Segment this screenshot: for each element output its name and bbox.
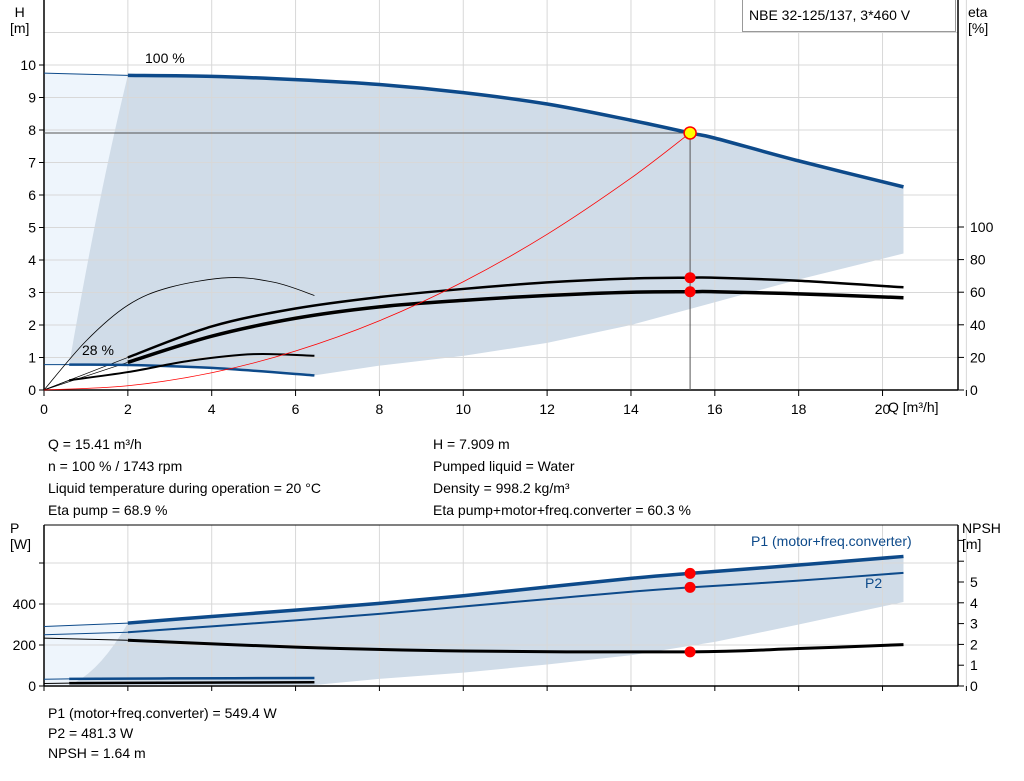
eta-axis-label: eta [%] [968, 4, 988, 36]
h-tick-label: 5 [28, 220, 36, 236]
npsh-tick-label: 2 [970, 636, 978, 652]
p1-100-extension [43, 622, 128, 628]
q-axis-label: Q [m³/h] [888, 399, 939, 415]
curve-label-100: 100 % [145, 50, 185, 66]
operating-area-power [69, 556, 904, 685]
curve-label-28: 28 % [82, 342, 114, 358]
operating-area [69, 75, 904, 376]
h-tick-label: 0 [28, 382, 36, 398]
info-p1: P1 (motor+freq.converter) = 549.4 W [48, 705, 277, 721]
q-tick-label: 0 [40, 401, 48, 417]
info-density: Density = 998.2 kg/m³ [433, 480, 570, 496]
p2-100-curve [127, 571, 904, 634]
h-axis-label: H [m] [10, 4, 29, 36]
legend-p2: P2 [865, 575, 883, 591]
h-tick-label: 3 [28, 285, 36, 301]
q-tick-label: 12 [539, 401, 555, 417]
npsh-tick-label: 0 [970, 678, 978, 694]
info-p2: P2 = 481.3 W [48, 725, 134, 741]
info-temperature: Liquid temperature during operation = 20… [48, 480, 321, 496]
operating-point-marker [683, 126, 697, 140]
q-tick-label: 18 [791, 401, 807, 417]
info-right: H = 7.909 m Pumped liquid = Water Densit… [433, 433, 691, 521]
head-100-curve [127, 73, 904, 189]
eta-tick-label: 60 [970, 284, 986, 300]
p1-100-curve [127, 554, 904, 625]
npsh-axis-label: NPSH [m] [962, 520, 1001, 552]
p1-marker [684, 567, 696, 579]
npsh-tick-label: 5 [970, 574, 978, 590]
eta-total-100-curve [127, 289, 904, 364]
eta-total-28-extension [43, 379, 70, 391]
q-tick-label: 16 [707, 401, 723, 417]
system-curve-curve [43, 132, 691, 391]
q-tick-label: 6 [292, 401, 300, 417]
h-tick-label: 1 [28, 350, 36, 366]
eta-tick-label: 20 [970, 349, 986, 365]
npsh-100-extension [43, 637, 128, 641]
eta-tick-label: 40 [970, 317, 986, 333]
p1-28-curve [69, 676, 315, 681]
eta-pump-marker [684, 272, 696, 284]
q-tick-label: 8 [376, 401, 384, 417]
p-axis-label: P [W] [10, 520, 31, 552]
info-speed: n = 100 % / 1743 rpm [48, 458, 183, 474]
eta-pump-100-curve [127, 276, 904, 359]
q-tick-label: 4 [208, 401, 216, 417]
light-region [44, 73, 128, 365]
info-flow: Q = 15.41 m³/h [48, 436, 142, 452]
h-tick-label: 7 [28, 155, 36, 171]
q-tick-label: 10 [455, 401, 471, 417]
info-head: H = 7.909 m [433, 436, 510, 452]
q-tick-label: 14 [623, 401, 639, 417]
pump-title: NBE 32-125/137, 3*460 V [749, 7, 911, 23]
h-tick-label: 2 [28, 317, 36, 333]
info-eta-total: Eta pump+motor+freq.converter = 60.3 % [433, 502, 691, 518]
npsh-100-curve [127, 638, 904, 654]
legend-p1: P1 (motor+freq.converter) [751, 533, 912, 549]
p-tick-label: 0 [28, 678, 36, 694]
h-tick-label: 6 [28, 187, 36, 203]
info-bottom: P1 (motor+freq.converter) = 549.4 W P2 =… [48, 703, 277, 763]
eta-pump-28-curve [43, 277, 315, 391]
npsh-tick-label: 1 [970, 657, 978, 673]
eta-tick-label: 0 [970, 382, 978, 398]
info-left: Q = 15.41 m³/h n = 100 % / 1743 rpm Liqu… [48, 433, 321, 521]
eta-total-28-curve [69, 352, 315, 382]
h-axis-label-text: H [m] [10, 4, 30, 36]
h-tick-label: 9 [28, 90, 36, 106]
q-tick-label: 20 [875, 401, 891, 417]
npsh-tick-label: 4 [970, 595, 978, 611]
eta-tick-label: 100 [970, 219, 994, 235]
info-npsh: NPSH = 1.64 m [48, 745, 146, 761]
p-axis-label-text: P [W] [10, 520, 31, 552]
head-100-extension [43, 72, 128, 76]
eta-tick-label: 80 [970, 252, 986, 268]
head-28-curve [69, 363, 315, 377]
info-liquid: Pumped liquid = Water [433, 458, 575, 474]
h-tick-label: 4 [28, 252, 36, 268]
npsh-tick-label: 3 [970, 616, 978, 632]
eta-total-100-extension [43, 361, 128, 391]
h-tick-label: 10 [20, 57, 36, 73]
pump-title-box: NBE 32-125/137, 3*460 V [742, 0, 956, 32]
p2-marker [684, 581, 696, 593]
p2-28-curve [69, 681, 315, 685]
p2-100-extension [43, 631, 128, 636]
q-tick-label: 2 [124, 401, 132, 417]
h-tick-label: 8 [28, 122, 36, 138]
p-tick-label: 400 [13, 596, 37, 612]
eta-total-marker [684, 286, 696, 298]
npsh-marker [684, 646, 696, 658]
eta-axis-label-text: eta [%] [968, 4, 989, 36]
p-tick-label: 200 [13, 637, 37, 653]
npsh-axis-label-text: NPSH [m] [962, 520, 1001, 552]
info-eta-pump: Eta pump = 68.9 % [48, 502, 168, 518]
